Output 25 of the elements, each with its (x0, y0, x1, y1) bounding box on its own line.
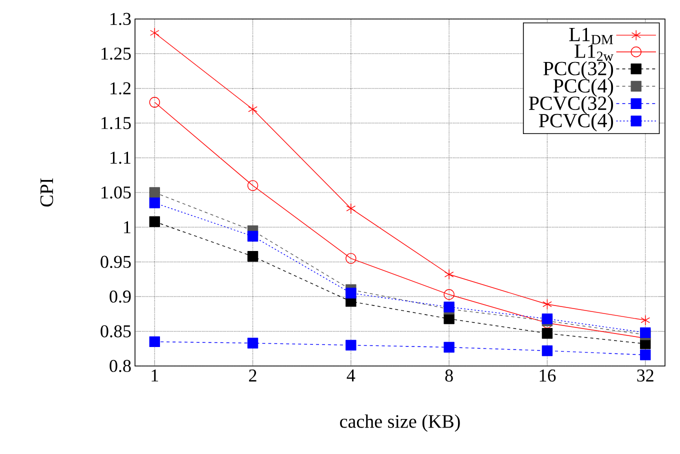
y-tick-label: 0.8 (110, 360, 131, 372)
legend-label: L1$_{2w}$ (574, 44, 614, 61)
x-tick-label: 2 (249, 370, 256, 382)
legend-label: PCVC(32) (528, 96, 614, 114)
y-tick-label: 0.95 (100, 256, 131, 268)
x-tick-label: 16 (540, 370, 556, 382)
x-tick-label: 32 (637, 370, 654, 382)
y-tick-label: 1.25 (102, 48, 131, 60)
legend-label: PCC(32) (543, 61, 614, 80)
y-tick-label: 1.05 (102, 186, 131, 199)
y-tick-label: 1 (124, 221, 130, 234)
y-tick-label: 1.2 (110, 82, 130, 94)
y-tick-label: 0.9 (110, 290, 131, 303)
y-tick-label: 1.15 (102, 117, 131, 130)
y-tick-label: 1.1 (110, 152, 130, 164)
legend-label: L1$_{DM}$ (569, 28, 614, 44)
x-tick-label: 4 (346, 370, 356, 382)
y-tick-label: 0.85 (100, 325, 131, 338)
legend-label: PCVC(4) (538, 113, 614, 132)
x-tick-label: 1 (152, 370, 158, 382)
y-axis-title: CPI (40, 178, 54, 207)
x-tick-label: 8 (445, 370, 453, 382)
legend-label: PCC(4) (553, 78, 614, 97)
y-tick-label: 1.3 (110, 12, 131, 26)
x-axis-title: cache size (KB) (340, 414, 460, 432)
